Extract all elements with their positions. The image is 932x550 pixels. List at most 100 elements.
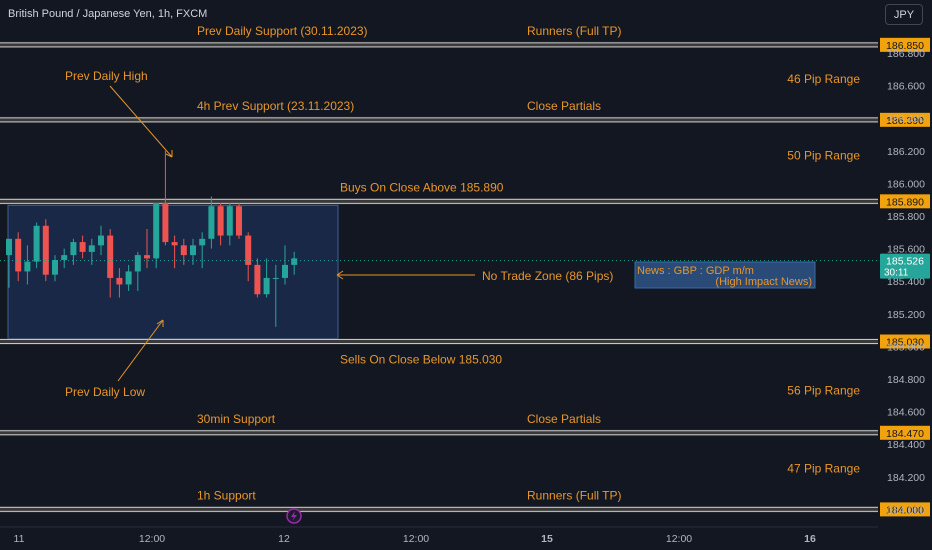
candle-body: [171, 242, 178, 246]
candle-body: [144, 255, 150, 259]
candle[interactable]: [70, 238, 77, 265]
candle[interactable]: [134, 251, 141, 291]
candle[interactable]: [171, 235, 178, 269]
price-tick-label: 185.200: [887, 309, 925, 321]
candle[interactable]: [144, 229, 150, 269]
candle-body: [79, 242, 86, 252]
prev-daily-high-label: Prev Daily High: [65, 69, 148, 83]
candle[interactable]: [88, 238, 95, 265]
pip-range-label: 50 Pip Range: [787, 149, 860, 163]
candle-body: [236, 206, 242, 236]
level-price-tag-label: 184.470: [886, 428, 924, 440]
news-box[interactable]: [634, 261, 816, 289]
candle-body: [88, 245, 95, 252]
candle-countdown: 30:11: [884, 268, 909, 279]
time-tick-label: 11: [14, 533, 25, 545]
candle[interactable]: [125, 264, 132, 291]
level-price-tag-label: 185.030: [886, 337, 924, 349]
candle[interactable]: [180, 238, 187, 265]
no-trade-zone-label: No Trade Zone (86 Pips): [482, 269, 613, 283]
candle[interactable]: [42, 219, 49, 282]
candle[interactable]: [15, 232, 22, 282]
candle-body: [245, 235, 252, 265]
lightning-icon[interactable]: [286, 508, 302, 524]
level-price-tag: [880, 502, 930, 517]
candle[interactable]: [61, 248, 68, 269]
price-tick-label: 186.400: [887, 113, 925, 125]
level-price-tag: [880, 194, 930, 209]
time-tick-label: 15: [541, 533, 553, 545]
candle[interactable]: [217, 202, 224, 246]
level-price-tag-label: 186.390: [886, 115, 924, 127]
level-right-label: Runners (Full TP): [527, 24, 621, 38]
candle[interactable]: [199, 232, 206, 269]
lightning-glyph: [291, 511, 297, 521]
level-band: [0, 338, 878, 345]
arrow-head-icon: [165, 150, 173, 158]
candle[interactable]: [291, 251, 298, 275]
level-right-label: Close Partials: [527, 412, 601, 426]
time-tick-label: 12: [278, 533, 290, 545]
candle-body: [190, 245, 196, 256]
candle[interactable]: [245, 232, 252, 282]
level-price-tag-label: 185.890: [886, 196, 924, 208]
candle-body: [134, 255, 141, 272]
currency-button[interactable]: JPY: [885, 4, 923, 25]
candle-body: [42, 225, 49, 275]
candle[interactable]: [153, 202, 160, 269]
candle-body: [199, 238, 206, 246]
candle-body: [61, 255, 68, 261]
candle[interactable]: [282, 245, 288, 285]
price-tick-label: 184.400: [887, 439, 925, 451]
pip-range-label: 46 Pip Range: [787, 72, 860, 86]
candle[interactable]: [98, 225, 104, 256]
time-tick-label: 12:00: [403, 533, 429, 545]
time-tick-label: 16: [804, 533, 816, 545]
candle-body: [272, 277, 279, 279]
current-price-label: 185.526: [886, 256, 924, 268]
prev-daily-high-arrow: [109, 85, 173, 158]
price-tick-label: 184.600: [887, 407, 925, 419]
candle[interactable]: [272, 264, 279, 327]
candle[interactable]: [236, 202, 242, 239]
candle[interactable]: [263, 258, 270, 298]
level-left-label: Prev Daily Support (30.11.2023): [197, 24, 368, 38]
pip-range-label: 47 Pip Range: [787, 462, 860, 476]
candle-body: [125, 271, 132, 285]
level-band: [0, 506, 878, 513]
candle-body: [226, 206, 233, 236]
level-left-label: 4h Prev Support (23.11.2023): [197, 99, 354, 113]
candle[interactable]: [226, 202, 233, 246]
candle-body: [208, 206, 215, 239]
candle[interactable]: [116, 268, 123, 298]
candle[interactable]: [162, 150, 169, 246]
level-price-tag: [880, 37, 930, 52]
candle[interactable]: [254, 258, 261, 298]
candle[interactable]: [33, 222, 40, 269]
level-price-tag-label: 186.850: [886, 40, 924, 52]
candle[interactable]: [6, 238, 12, 288]
symbol-title: British Pound / Japanese Yen, 1h, FXCM: [8, 8, 207, 20]
level-price-tag: [880, 425, 930, 440]
time-tick-label: 12:00: [139, 533, 165, 545]
candle-body: [282, 264, 288, 278]
candle-body: [153, 202, 160, 259]
level-band: [0, 429, 878, 436]
level-right-label: Sells On Close Below 185.030: [340, 353, 502, 367]
price-tick-label: 185.800: [887, 211, 925, 223]
candle[interactable]: [24, 245, 31, 285]
time-tick-label: 12:00: [666, 533, 692, 545]
price-tick-label: 185.600: [887, 244, 925, 256]
price-tick-label: 185.000: [887, 341, 925, 353]
price-tick-label: 186.600: [887, 81, 925, 93]
candle[interactable]: [52, 255, 58, 282]
news-subtitle: (High Impact News): [715, 276, 812, 288]
level-left-label: 30min Support: [197, 412, 276, 426]
price-tick-label: 186.200: [887, 146, 925, 158]
candle[interactable]: [107, 229, 114, 298]
level-band: [0, 116, 878, 123]
pip-range-label: 56 Pip Range: [787, 383, 860, 397]
candle[interactable]: [208, 196, 215, 249]
candle[interactable]: [79, 235, 86, 259]
